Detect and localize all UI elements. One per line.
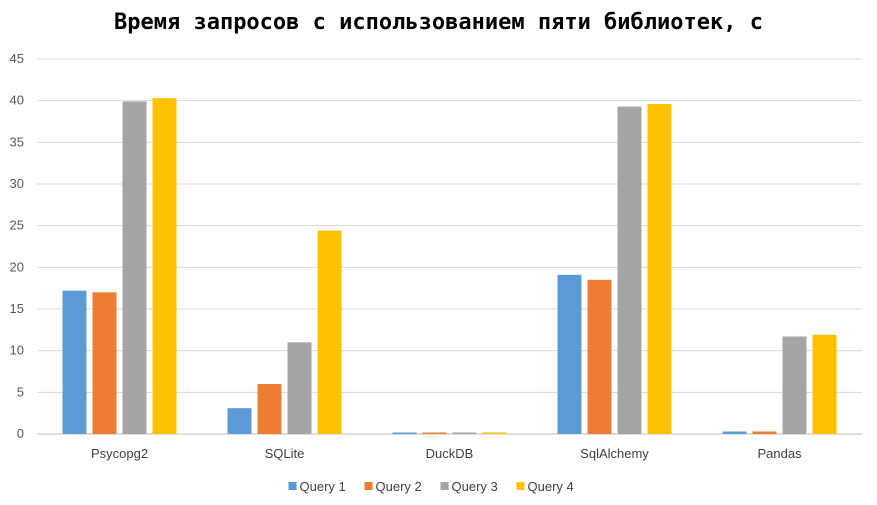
y-tick-label: 20 [10,259,24,274]
y-tick-label: 35 [10,134,24,149]
y-axis-ticks: 0 5 10 15 20 25 30 35 40 45 [10,51,24,441]
x-axis-categories: Psycopg2 SQLite DuckDB SqlAlchemy Pandas [91,446,802,461]
y-tick-label: 10 [10,343,24,358]
bar-psycopg2-1 [62,290,87,434]
y-tick-label: 40 [10,93,24,108]
legend-label: Query 1 [300,479,346,494]
bar-sqlite-4 [317,230,342,434]
bar-sqlite-3 [287,342,312,434]
bar-pandas-4 [812,334,837,434]
legend-swatch [516,482,525,490]
x-category-label: SqlAlchemy [580,446,649,461]
bars [62,98,837,435]
bar-duckdb-2 [422,432,447,434]
bar-pandas-3 [782,336,807,434]
legend-label: Query 3 [452,479,498,494]
bar-duckdb-3 [452,432,477,434]
bar-sqlalchemy-1 [557,274,582,434]
y-tick-label: 5 [17,384,24,399]
bar-pandas-2 [752,431,777,434]
bar-psycopg2-3 [122,101,147,434]
bar-psycopg2-4 [152,98,177,435]
y-tick-label: 15 [10,301,24,316]
bar-duckdb-1 [392,432,417,434]
bar-pandas-1 [722,431,747,434]
chart-title: Время запросов с использованием пяти биб… [113,10,763,35]
x-category-label: Pandas [757,446,802,461]
bar-sqlalchemy-3 [617,106,642,434]
bar-sqlalchemy-4 [647,104,672,434]
y-tick-label: 45 [10,51,24,66]
bar-sqlite-2 [257,384,282,434]
legend-label: Query 4 [528,479,574,494]
x-category-label: SQLite [265,446,305,461]
x-category-label: Psycopg2 [91,446,148,461]
y-tick-label: 0 [17,426,24,441]
legend: Query 1 Query 2 Query 3 Query 4 [288,479,574,494]
y-tick-label: 30 [10,176,24,191]
legend-label: Query 2 [376,479,422,494]
bar-duckdb-4 [482,432,507,434]
bar-sqlalchemy-2 [587,279,612,434]
legend-swatch [288,482,297,490]
legend-swatch [364,482,373,490]
bar-psycopg2-2 [92,292,117,434]
y-tick-label: 25 [10,218,24,233]
x-category-label: DuckDB [426,446,474,461]
bar-sqlite-1 [227,408,252,434]
legend-swatch [440,482,449,490]
